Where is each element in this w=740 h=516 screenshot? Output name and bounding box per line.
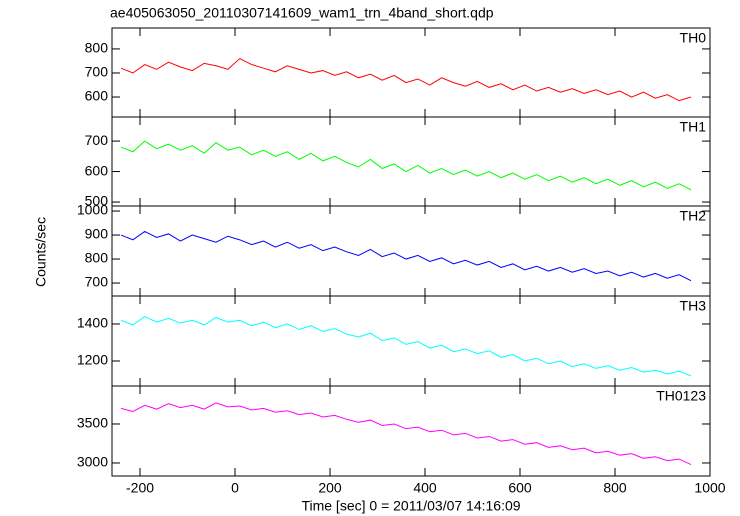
- panel-frame: [111, 385, 711, 477]
- y-tick-label: 500: [85, 193, 109, 209]
- panel-frame: [111, 205, 711, 297]
- x-tick-label: 1000: [694, 480, 725, 496]
- y-tick-label: 1000: [77, 202, 108, 218]
- panel-frame: [111, 27, 711, 118]
- y-tick-label: 600: [85, 162, 109, 178]
- series-label: TH0: [680, 30, 707, 46]
- x-tick-label: -200: [126, 480, 154, 496]
- y-tick-label: 800: [85, 250, 109, 266]
- y-tick-label: 900: [85, 226, 109, 242]
- x-tick-label: 800: [603, 480, 627, 496]
- y-tick-label: 1400: [77, 315, 108, 331]
- series-label: TH0123: [656, 388, 706, 404]
- x-tick-label: 400: [413, 480, 437, 496]
- data-line: [120, 315, 692, 377]
- y-tick-label: 700: [85, 132, 109, 148]
- y-tick-label: 700: [85, 274, 109, 290]
- data-line: [120, 402, 692, 465]
- y-tick-label: 800: [85, 40, 109, 56]
- series-label: TH2: [680, 208, 707, 224]
- y-axis-label: Counts/sec: [33, 217, 49, 287]
- y-tick-label: 3000: [77, 454, 108, 470]
- y-tick-label: 3500: [77, 415, 108, 431]
- data-line: [120, 57, 692, 102]
- series-label: TH1: [680, 119, 707, 135]
- y-tick-label: 1200: [77, 352, 108, 368]
- x-tick-label: 600: [508, 480, 532, 496]
- x-tick-label: 200: [318, 480, 342, 496]
- panel-frame: [111, 116, 711, 207]
- chart-title: ae405063050_20110307141609_wam1_trn_4ban…: [110, 5, 494, 21]
- x-tick-label: 0: [231, 480, 239, 496]
- y-tick-label: 700: [85, 64, 109, 80]
- x-axis-label: Time [sec] 0 = 2011/03/07 14:16:09: [301, 498, 520, 514]
- series-label: TH3: [680, 298, 707, 314]
- y-tick-label: 600: [85, 88, 109, 104]
- panel-frame: [111, 295, 711, 387]
- data-line: [120, 140, 692, 191]
- data-line: [120, 230, 692, 282]
